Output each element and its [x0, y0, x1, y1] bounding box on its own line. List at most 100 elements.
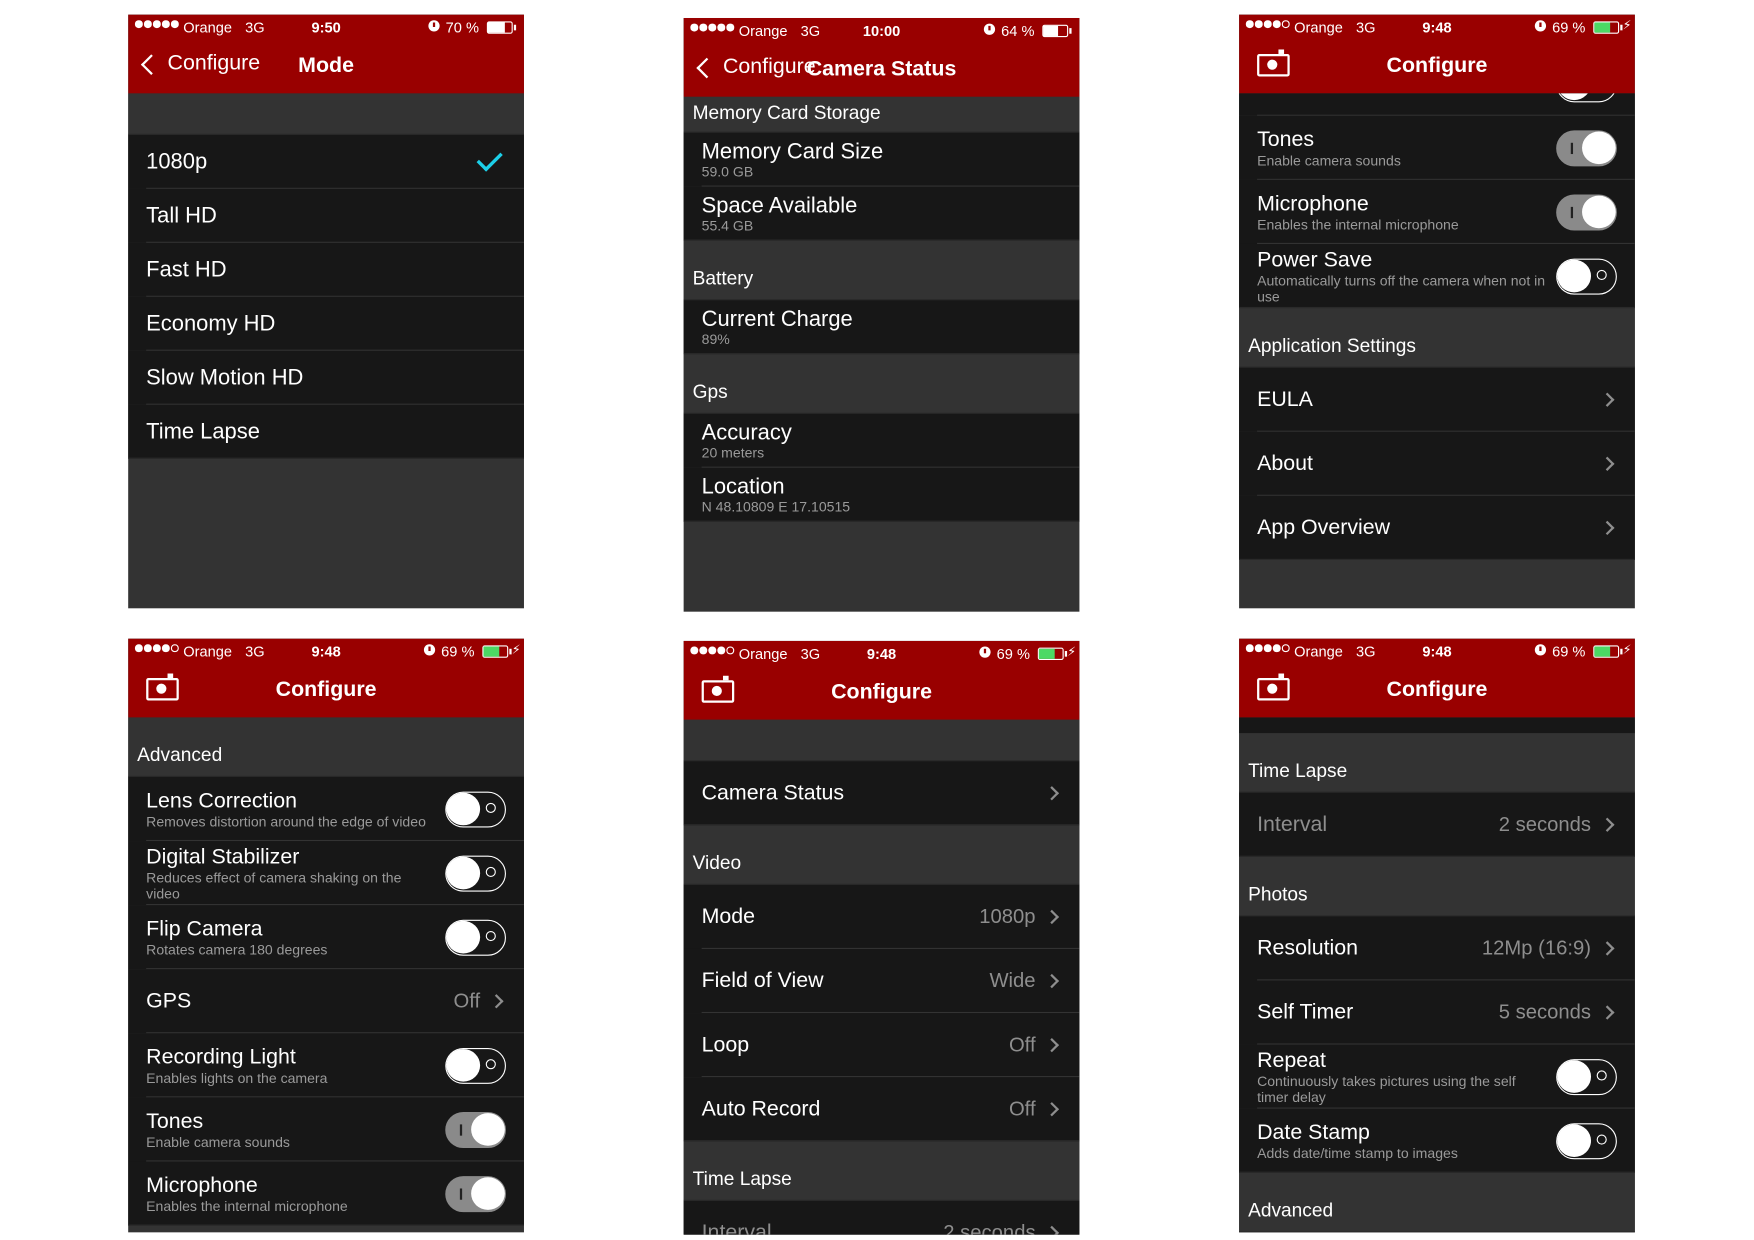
list-item-fast-hd[interactable]: Fast HD — [128, 242, 524, 297]
item-label: Repeat — [1257, 1048, 1326, 1073]
list-item-power-save[interactable]: Power Save Automatically turns off the ca… — [1239, 243, 1635, 309]
toggle-state-icon — [485, 866, 496, 877]
list-item-loop[interactable]: Loop Off — [683, 1013, 1080, 1078]
toggle-switch[interactable] — [445, 919, 506, 956]
signal-strength-icon — [134, 20, 179, 28]
item-text: Memory Card Size 59.0 GB — [702, 139, 1062, 179]
list-item-app-overview[interactable]: App Overview — [1239, 495, 1635, 560]
list-item-economy-hd[interactable]: Economy HD — [128, 296, 524, 351]
item-subtitle: Adds date/time stamp to images — [1257, 1145, 1458, 1161]
list-item-about[interactable]: About — [1239, 431, 1635, 496]
toggle-switch[interactable] — [1556, 1058, 1617, 1095]
back-button[interactable]: Configure — [693, 55, 816, 80]
item-value: Off — [1008, 1033, 1036, 1056]
item-subtitle: Continuously takes pictures using the se… — [1257, 1073, 1516, 1105]
list-item-enables-lights-on-the-camera[interactable]: Enables lights on the camera — [1239, 93, 1635, 116]
toggle-state-icon — [485, 930, 496, 941]
item-text: Auto Record — [702, 1097, 1009, 1122]
list-item-tones[interactable]: Tones Enable camera sounds — [128, 1097, 524, 1162]
toggle-switch[interactable] — [445, 1111, 506, 1148]
list-item-tall-hd[interactable]: Tall HD — [128, 188, 524, 243]
carrier-name: Orange — [738, 645, 788, 663]
toggle-switch[interactable] — [445, 855, 506, 892]
back-button[interactable]: Configure — [137, 52, 260, 77]
item-label: Time Lapse — [146, 419, 260, 445]
item-text: Space Available 55.4 GB — [702, 193, 1062, 233]
camera-icon[interactable] — [1257, 673, 1290, 701]
list-item-1080p[interactable]: 1080p — [128, 134, 524, 189]
item-label: Location — [701, 474, 785, 500]
list-item-eula[interactable]: EULA — [1239, 367, 1635, 432]
list-item-tones[interactable]: Tones Enable camera sounds — [1239, 115, 1635, 180]
item-label: Digital Stabilizer — [146, 844, 300, 869]
list-item-field-of-view[interactable]: Field of View Wide — [683, 948, 1080, 1014]
battery-icon — [486, 21, 517, 34]
status-time: 9:48 — [311, 643, 341, 661]
list-item-auto-record[interactable]: Auto Record Off — [683, 1077, 1080, 1142]
chevron-right-icon — [1044, 909, 1060, 925]
battery-level — [487, 22, 505, 33]
item-text: App Overview — [1257, 516, 1602, 541]
list-item-flip-camera[interactable]: Flip Camera Rotates camera 180 degrees — [128, 905, 524, 970]
item-text: Tall HD — [146, 204, 506, 229]
page-title: Configure — [275, 678, 377, 702]
item-subtitle: Rotates camera 180 degrees — [146, 941, 328, 958]
toggle-switch[interactable] — [1556, 258, 1617, 295]
list-item-camera-status[interactable]: Camera Status — [683, 761, 1080, 826]
status-time: 9:50 — [311, 19, 341, 36]
item-text: Flip Camera Rotates camera 180 degrees — [146, 917, 445, 957]
list-item-lens-correction[interactable]: Lens Correction Removes distortion around… — [128, 776, 524, 842]
battery-level — [1594, 22, 1611, 33]
list-item-time-lapse[interactable]: Time Lapse — [128, 404, 524, 459]
chevron-right-icon — [1600, 456, 1615, 471]
list-item-interval[interactable]: Interval 2 seconds — [1239, 792, 1635, 857]
toggle-knob — [446, 1048, 481, 1082]
item-subtitle: Enables lights on the camera — [146, 1069, 328, 1086]
toggle-switch[interactable] — [1556, 93, 1617, 102]
back-label: Configure — [722, 55, 816, 79]
list-item-gps[interactable]: GPS Off — [128, 969, 524, 1034]
toggle-switch[interactable] — [445, 1047, 506, 1084]
toggle-state-icon — [1596, 1069, 1607, 1080]
toggle-switch[interactable] — [1556, 1122, 1617, 1159]
battery-icon — [1593, 645, 1623, 658]
list-item-date-stamp[interactable]: Date Stamp Adds date/time stamp to images — [1239, 1108, 1635, 1173]
signal-dot — [143, 20, 152, 28]
item-text: Microphone Enables the internal microphon… — [1257, 192, 1556, 232]
list-item-interval[interactable]: Interval 2 seconds — [683, 1200, 1080, 1235]
item-label: Field of View — [701, 968, 824, 993]
list-item-resolution[interactable]: Resolution 12Mp (16:9) — [1239, 916, 1635, 981]
navigation-bar: Orange 3G 9:48 69 % ⚡ Configure — [683, 640, 1080, 720]
list-item-microphone[interactable]: Microphone Enables the internal microphon… — [128, 1161, 524, 1226]
chevron-right-icon — [1044, 1225, 1060, 1235]
battery-level — [1038, 648, 1056, 659]
chevron-right-icon — [1600, 1005, 1615, 1020]
section-header-gps: Gps — [683, 354, 1080, 414]
camera-icon[interactable] — [701, 675, 735, 703]
list-item-microphone[interactable]: Microphone Enables the internal microphon… — [1239, 179, 1635, 244]
section-header-time-lapse: Time Lapse — [683, 1141, 1080, 1201]
list-item-mode[interactable]: Mode 1080p — [683, 884, 1080, 949]
signal-dot — [708, 646, 716, 654]
camera-icon[interactable] — [1257, 49, 1290, 77]
list-item-repeat[interactable]: Repeat Continuously takes pictures using … — [1239, 1044, 1635, 1109]
list-item-recording-light[interactable]: Recording Light Enables lights on the cam… — [128, 1033, 524, 1098]
item-label: Accuracy — [701, 420, 792, 446]
toggle-switch[interactable] — [445, 791, 506, 827]
battery-percent: 69 % — [441, 643, 475, 661]
list-item-digital-stabilizer[interactable]: Digital Stabilizer Reduces effect of came… — [128, 841, 524, 906]
chevron-right-icon — [1044, 786, 1060, 801]
list-item-slow-motion-hd[interactable]: Slow Motion HD — [128, 350, 524, 405]
camera-icon[interactable] — [146, 673, 179, 701]
item-label: Tones — [146, 1109, 204, 1133]
toggle-switch[interactable] — [1556, 129, 1617, 166]
navigation-bar: Orange 3G 9:48 69 % ⚡ Configure — [128, 638, 524, 718]
item-label: Date Stamp — [1257, 1120, 1370, 1145]
item-text: Tones Enable camera sounds — [1257, 128, 1556, 168]
list-item-self-timer[interactable]: Self Timer 5 seconds — [1239, 980, 1635, 1045]
item-subtitle: 55.4 GB — [701, 218, 754, 234]
toggle-switch[interactable] — [1556, 193, 1617, 230]
toggle-switch[interactable] — [445, 1175, 506, 1212]
item-label: Loop — [701, 1032, 750, 1057]
signal-dot — [1254, 20, 1263, 28]
